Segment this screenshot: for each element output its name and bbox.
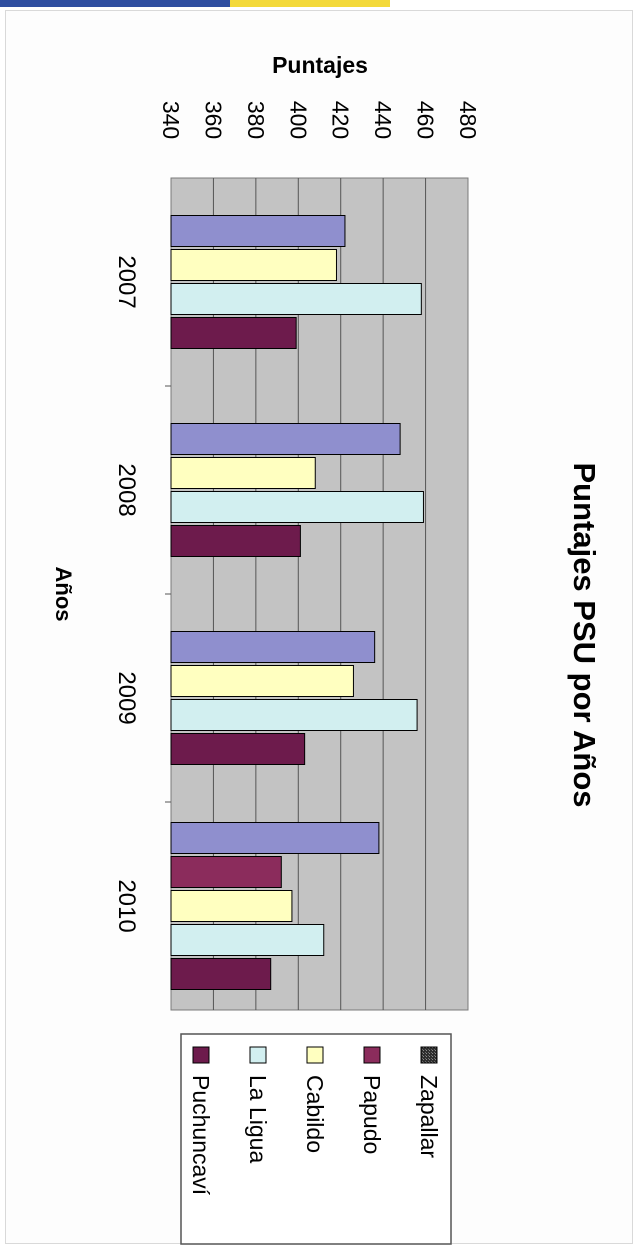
bar: [170, 525, 301, 557]
bar: [170, 317, 297, 349]
value-tick-label: 400: [285, 101, 311, 139]
top-accent-blue: [0, 0, 230, 7]
legend: Zapallar Papudo Cabildo La Ligua Puchuncaví: [180, 1033, 452, 1245]
bars: [170, 215, 424, 990]
value-tick-label: 380: [243, 101, 269, 139]
bar: [170, 665, 354, 697]
bar: [170, 890, 293, 922]
value-tick-label: 340: [158, 101, 184, 139]
value-tick-label: 360: [200, 101, 226, 139]
bar: [170, 822, 380, 854]
bar: [170, 249, 337, 281]
legend-swatch-icon: [363, 1046, 381, 1064]
legend-box: [180, 1033, 452, 1245]
value-tick-label: 480: [455, 101, 481, 139]
bar: [170, 491, 424, 523]
category-label: 2009: [113, 671, 140, 724]
legend-swatch-icon: [192, 1046, 210, 1064]
top-accent-yellow: [230, 0, 390, 7]
bar: [170, 733, 306, 765]
bar: [170, 423, 401, 455]
bar: [170, 215, 346, 247]
value-tick-label: 420: [328, 101, 354, 139]
category-label: 2008: [113, 463, 140, 516]
category-axis-labels: 2007 2008 2009 2010: [113, 255, 171, 933]
category-axis-title: Años: [51, 567, 76, 622]
bar: [170, 283, 422, 315]
value-axis-title: Puntajes: [272, 52, 368, 78]
category-label: 2010: [113, 879, 140, 932]
bar: [170, 457, 316, 489]
bar: [170, 699, 418, 731]
legend-label: Cabildo: [302, 1075, 328, 1153]
bar: [170, 631, 376, 663]
legend-swatch-icon: [249, 1046, 267, 1064]
bar: [170, 924, 325, 956]
value-tick-label: 440: [370, 101, 396, 139]
value-tick-label: 460: [413, 101, 439, 139]
bar: [170, 856, 282, 888]
legend-swatch-icon: [306, 1046, 324, 1064]
legend-label: Puchuncaví: [188, 1075, 214, 1196]
category-label: 2007: [113, 255, 140, 308]
bar: [170, 958, 272, 990]
legend-label: Zapallar: [416, 1075, 442, 1158]
legend-label: La Ligua: [245, 1075, 271, 1163]
legend-label: Papudo: [359, 1075, 385, 1154]
legend-swatch-icon: [420, 1046, 438, 1064]
chart-title: Puntajes PSU por Años: [567, 462, 602, 807]
value-axis-ticks: 340 360 380 400 420 440 460 480: [158, 101, 481, 139]
